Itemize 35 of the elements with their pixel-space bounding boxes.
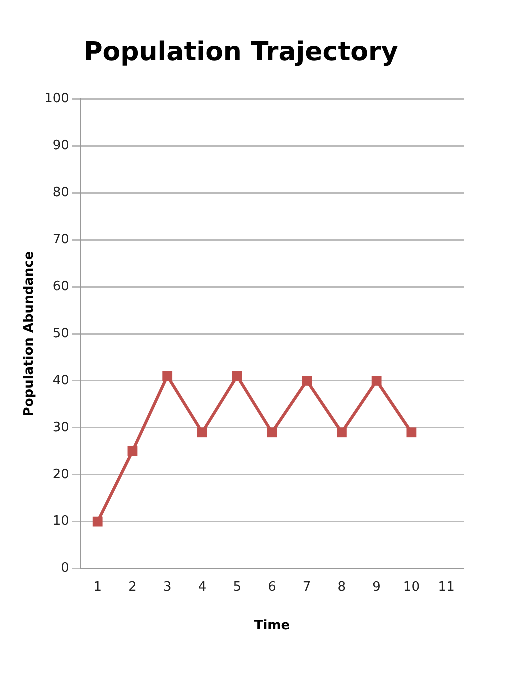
point: [372, 376, 382, 386]
x-tick-label: 2: [128, 580, 137, 595]
y-tick-label: 50: [52, 326, 70, 342]
point: [267, 428, 278, 438]
y-tick-label: 10: [52, 514, 70, 530]
x-tick-label: 8: [338, 580, 346, 595]
y-tick-label: 90: [52, 138, 70, 154]
x-axis-title: Time: [254, 618, 290, 634]
y-tick-label: 30: [52, 420, 70, 436]
x-tick-label: 10: [403, 580, 420, 595]
point: [198, 428, 208, 438]
x-tick-label: 5: [233, 580, 242, 595]
y-tick-label: 70: [52, 232, 70, 248]
point: [162, 371, 173, 382]
x-tick-label: 1: [94, 580, 102, 595]
point: [128, 446, 138, 456]
point: [302, 376, 312, 386]
y-tick-label: 0: [61, 561, 70, 576]
x-tick-label: 3: [163, 580, 172, 595]
x-tick-label: 6: [268, 580, 276, 595]
y-tick-label: 60: [52, 279, 70, 294]
y-axis-title: Population Abundance: [22, 251, 38, 417]
point: [406, 428, 417, 438]
chart-title: Population Trajectory: [84, 37, 398, 68]
y-tick-label: 40: [52, 373, 70, 388]
point: [92, 516, 103, 527]
point: [232, 371, 242, 382]
x-tick-label: 11: [438, 580, 455, 595]
x-tick-label: 9: [372, 580, 381, 595]
x-tick-label: 7: [302, 580, 312, 595]
y-tick-label: 100: [44, 92, 70, 107]
y-tick-label: 80: [52, 185, 70, 200]
x-tick-label: 4: [198, 580, 207, 595]
point: [337, 428, 347, 438]
y-tick-label: 20: [52, 467, 70, 482]
